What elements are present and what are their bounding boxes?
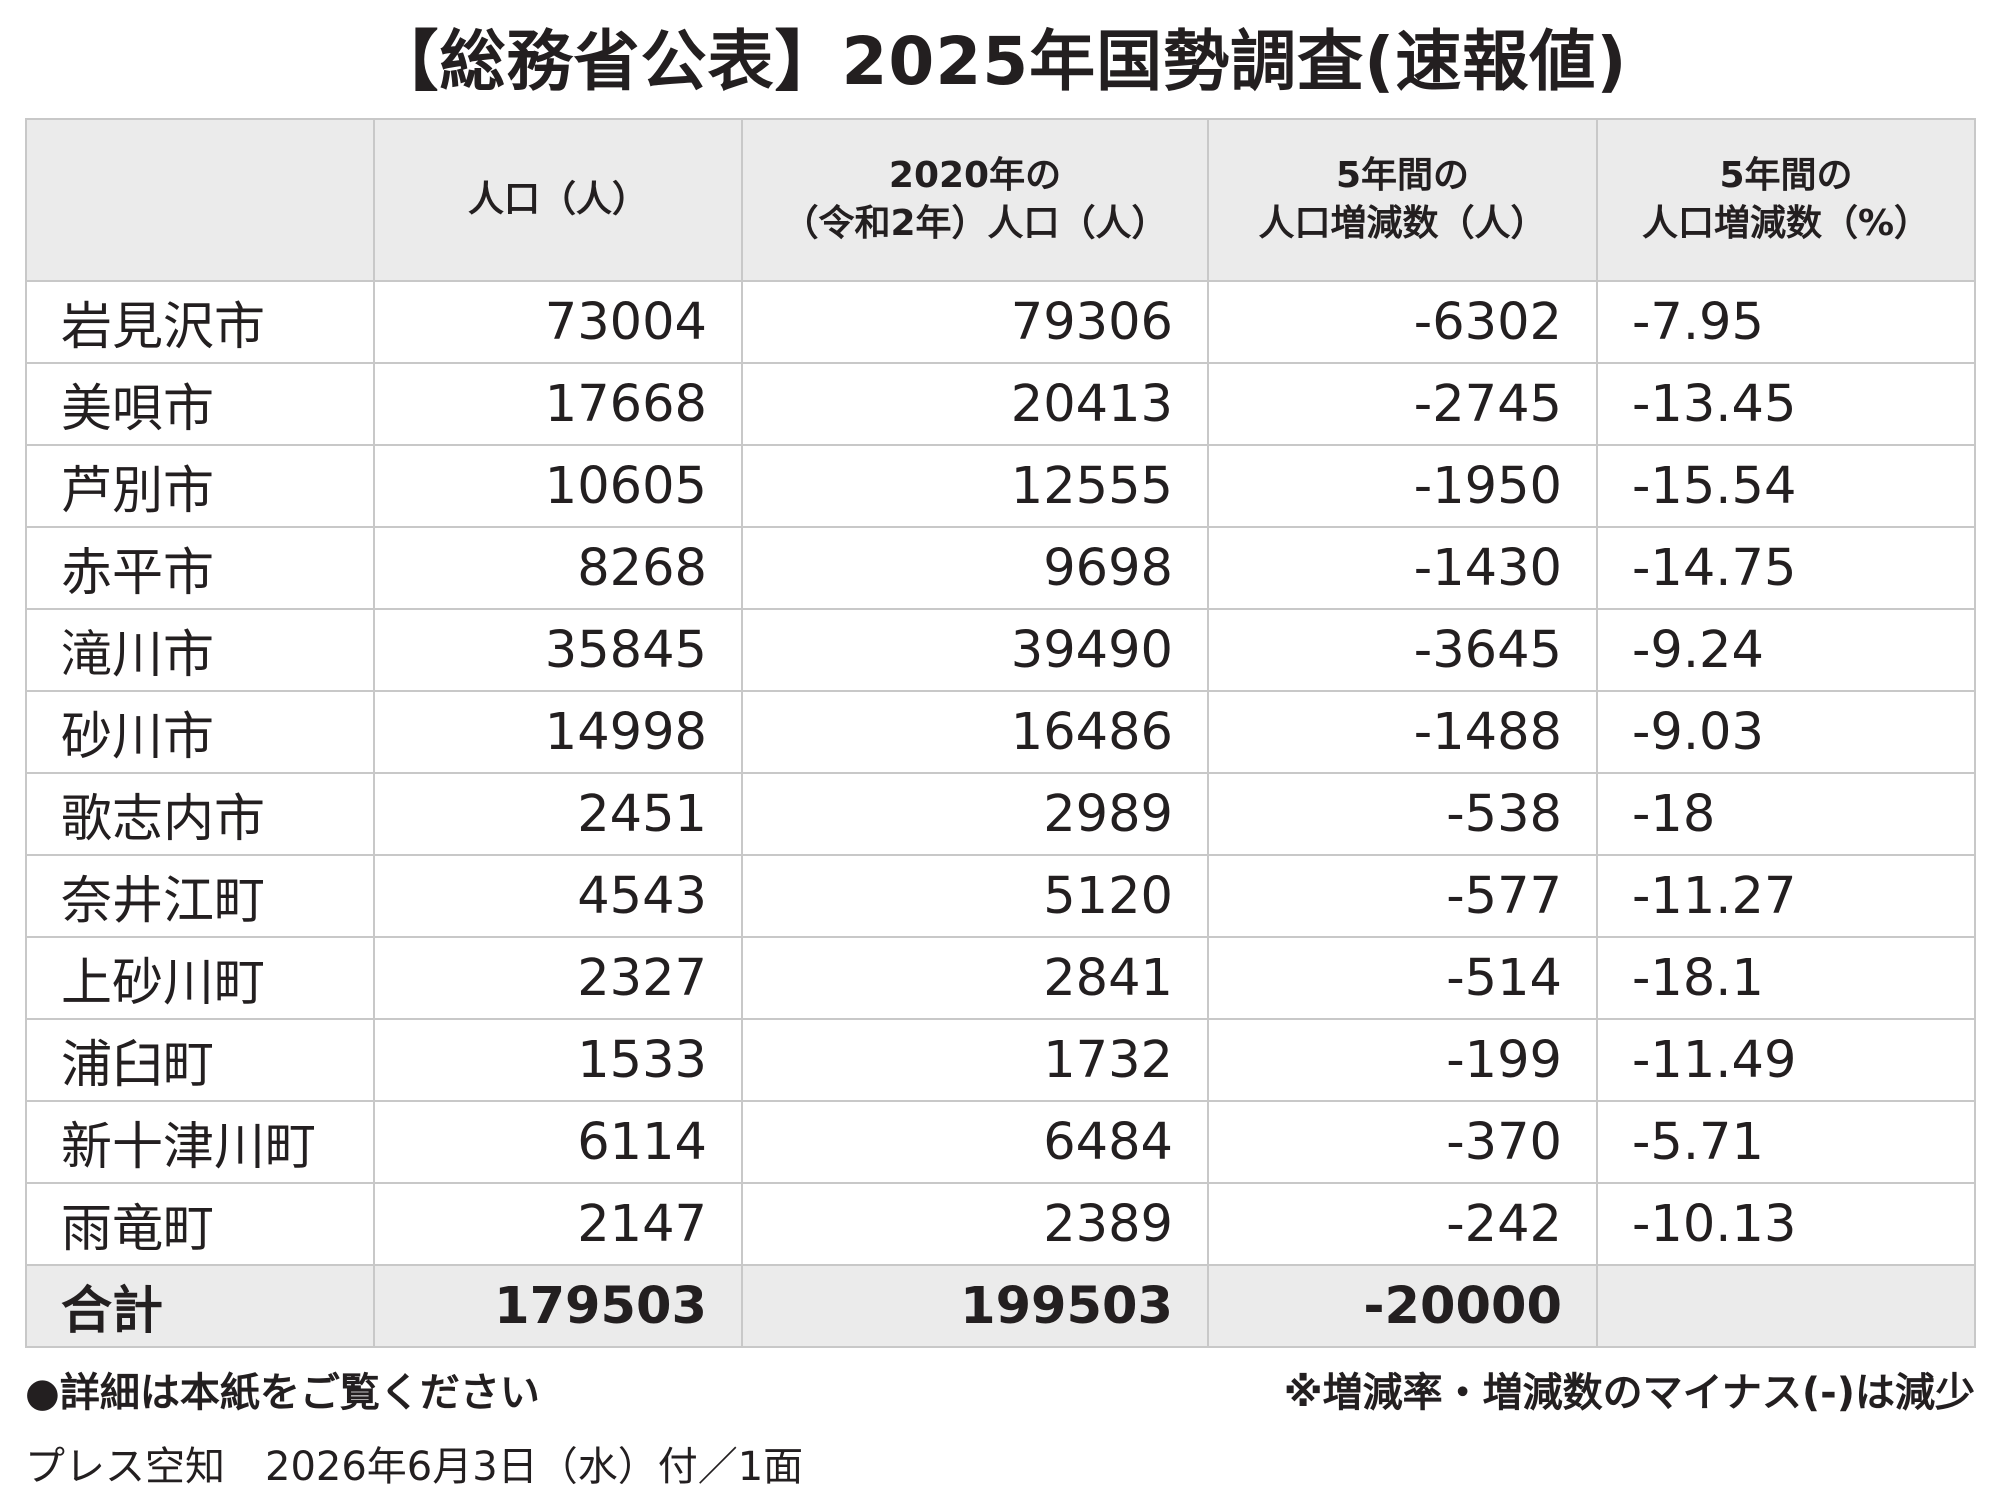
value-cell: 2841 [741, 936, 1209, 1020]
value-cell: 17668 [373, 362, 743, 446]
header-cell: 5年間の人口増減数（%） [1596, 118, 1976, 282]
value-cell: 2147 [373, 1182, 743, 1266]
total-label: 合計 [25, 1264, 375, 1348]
value-cell: 16486 [741, 690, 1209, 774]
header-line: 5年間の [1719, 155, 1853, 196]
data-row: 雨竜町 2147 2389 -242 -10.13 [25, 1182, 1976, 1266]
value-cell: 2389 [741, 1182, 1209, 1266]
data-row: 新十津川町 6114 6484 -370 -5.71 [25, 1100, 1976, 1184]
value-cell: 20413 [741, 362, 1209, 446]
value-cell: 1732 [741, 1018, 1209, 1102]
header-cell: 2020年の （令和2年）人口（人） [741, 118, 1209, 282]
value-cell: 5120 [741, 854, 1209, 938]
municipality: 雨竜町 [25, 1182, 375, 1266]
data-row: 砂川市 14998 16486 -1488 -9.03 [25, 690, 1976, 774]
municipality: 赤平市 [25, 526, 375, 610]
header-line: 人口（人） [467, 179, 648, 220]
value-cell: 35845 [373, 608, 743, 692]
title: 【総務省公表】2025年国勢調査(速報値) [372, 23, 1628, 100]
value-cell: 8268 [373, 526, 743, 610]
value-cell: 14998 [373, 690, 743, 774]
municipality: 浦臼町 [25, 1018, 375, 1102]
value-cell: 73004 [373, 280, 743, 364]
value-cell: 6484 [741, 1100, 1209, 1184]
data-row: 赤平市 8268 9698 -1430 -14.75 [25, 526, 1976, 610]
data-row: 滝川市 35845 39490 -3645 -9.24 [25, 608, 1976, 692]
value-cell: 1533 [373, 1018, 743, 1102]
total-cell: 179503 [373, 1264, 743, 1348]
municipality: 上砂川町 [25, 936, 375, 1020]
total-row: 合計 179503 199503 -20000 [25, 1264, 1976, 1348]
data-row: 上砂川町 2327 2841 -514 -18.1 [25, 936, 1976, 1020]
data-row: 奈井江町 4543 5120 -577 -11.27 [25, 854, 1976, 938]
header-line: 人口増減数（%） [1641, 203, 1931, 244]
municipality: 歌志内市 [25, 772, 375, 856]
value-cell: -6302 [1207, 280, 1598, 364]
value-cell: -13.45 [1596, 362, 1976, 446]
municipality: 砂川市 [25, 690, 375, 774]
value-cell: -514 [1207, 936, 1598, 1020]
value-cell: -3645 [1207, 608, 1598, 692]
header-cell: 人口（人） [373, 118, 743, 282]
data-row: 芦別市 10605 12555 -1950 -15.54 [25, 444, 1976, 528]
header-cell [25, 118, 375, 282]
value-cell: 4543 [373, 854, 743, 938]
data-row: 浦臼町 1533 1732 -199 -11.49 [25, 1018, 1976, 1102]
total-cell: -20000 [1207, 1264, 1598, 1348]
header-line: 2020年の [888, 155, 1062, 196]
municipality: 新十津川町 [25, 1100, 375, 1184]
value-cell: 12555 [741, 444, 1209, 528]
value-cell: 39490 [741, 608, 1209, 692]
value-cell: -9.24 [1596, 608, 1976, 692]
value-cell: -7.95 [1596, 280, 1976, 364]
municipality: 岩見沢市 [25, 280, 375, 364]
header-line: 人口増減数（人） [1258, 203, 1547, 244]
value-cell: -1488 [1207, 690, 1598, 774]
header-line: 5年間の [1335, 155, 1470, 196]
municipality: 奈井江町 [25, 854, 375, 938]
header-row: 人口（人） 2020年の （令和2年）人口（人） 5年間の 人口増減数（人） 5年間の 人口… [25, 118, 1976, 282]
value-cell: 2989 [741, 772, 1209, 856]
value-cell: 2451 [373, 772, 743, 856]
value-cell: -577 [1207, 854, 1598, 938]
value-cell: -242 [1207, 1182, 1598, 1266]
footer: プレス空知 2026年6月3日（水）付／1面 [25, 1444, 804, 1490]
value-cell: -9.03 [1596, 690, 1976, 774]
municipality: 美唄市 [25, 362, 375, 446]
population-table: 人口（人） 2020年の （令和2年）人口（人） 5年間の 人口増減数（人） 5年間の 人口… [25, 118, 1976, 1348]
value-cell: -5.71 [1596, 1100, 1976, 1184]
value-cell: -11.27 [1596, 854, 1976, 938]
total-cell: 199503 [741, 1264, 1209, 1348]
value-cell: -370 [1207, 1100, 1598, 1184]
header-cell: 5年間の人口増減数（人） [1207, 118, 1598, 282]
note-left: ●詳細は本紙をご覧ください [25, 1370, 540, 1416]
municipality: 滝川市 [25, 608, 375, 692]
value-cell: -11.49 [1596, 1018, 1976, 1102]
data-row: 岩見沢市 73004 79306 -6302 -7.95 [25, 280, 1976, 364]
value-cell: -15.54 [1596, 444, 1976, 528]
empty-cell [1596, 1264, 1976, 1348]
data-row: 歌志内市 2451 2989 -538 -18 [25, 772, 1976, 856]
header-line: （令和2年）人口（人） [782, 203, 1168, 244]
value-cell: -2745 [1207, 362, 1598, 446]
data-row: 美唄市 17668 20413 -2745 -13.45 [25, 362, 1976, 446]
municipality: 芦別市 [25, 444, 375, 528]
value-cell: -199 [1207, 1018, 1598, 1102]
note-right: ※増減率・増減数のマイナス(-)は減少 [1283, 1370, 1975, 1416]
value-cell: 79306 [741, 280, 1209, 364]
value-cell: -1950 [1207, 444, 1598, 528]
value-cell: -18.1 [1596, 936, 1976, 1020]
value-cell: -1430 [1207, 526, 1598, 610]
value-cell: 10605 [373, 444, 743, 528]
value-cell: -10.13 [1596, 1182, 1976, 1266]
value-cell: -18 [1596, 772, 1976, 856]
value-cell: -14.75 [1596, 526, 1976, 610]
value-cell: 9698 [741, 526, 1209, 610]
value-cell: 6114 [373, 1100, 743, 1184]
value-cell: -538 [1207, 772, 1598, 856]
value-cell: 2327 [373, 936, 743, 1020]
